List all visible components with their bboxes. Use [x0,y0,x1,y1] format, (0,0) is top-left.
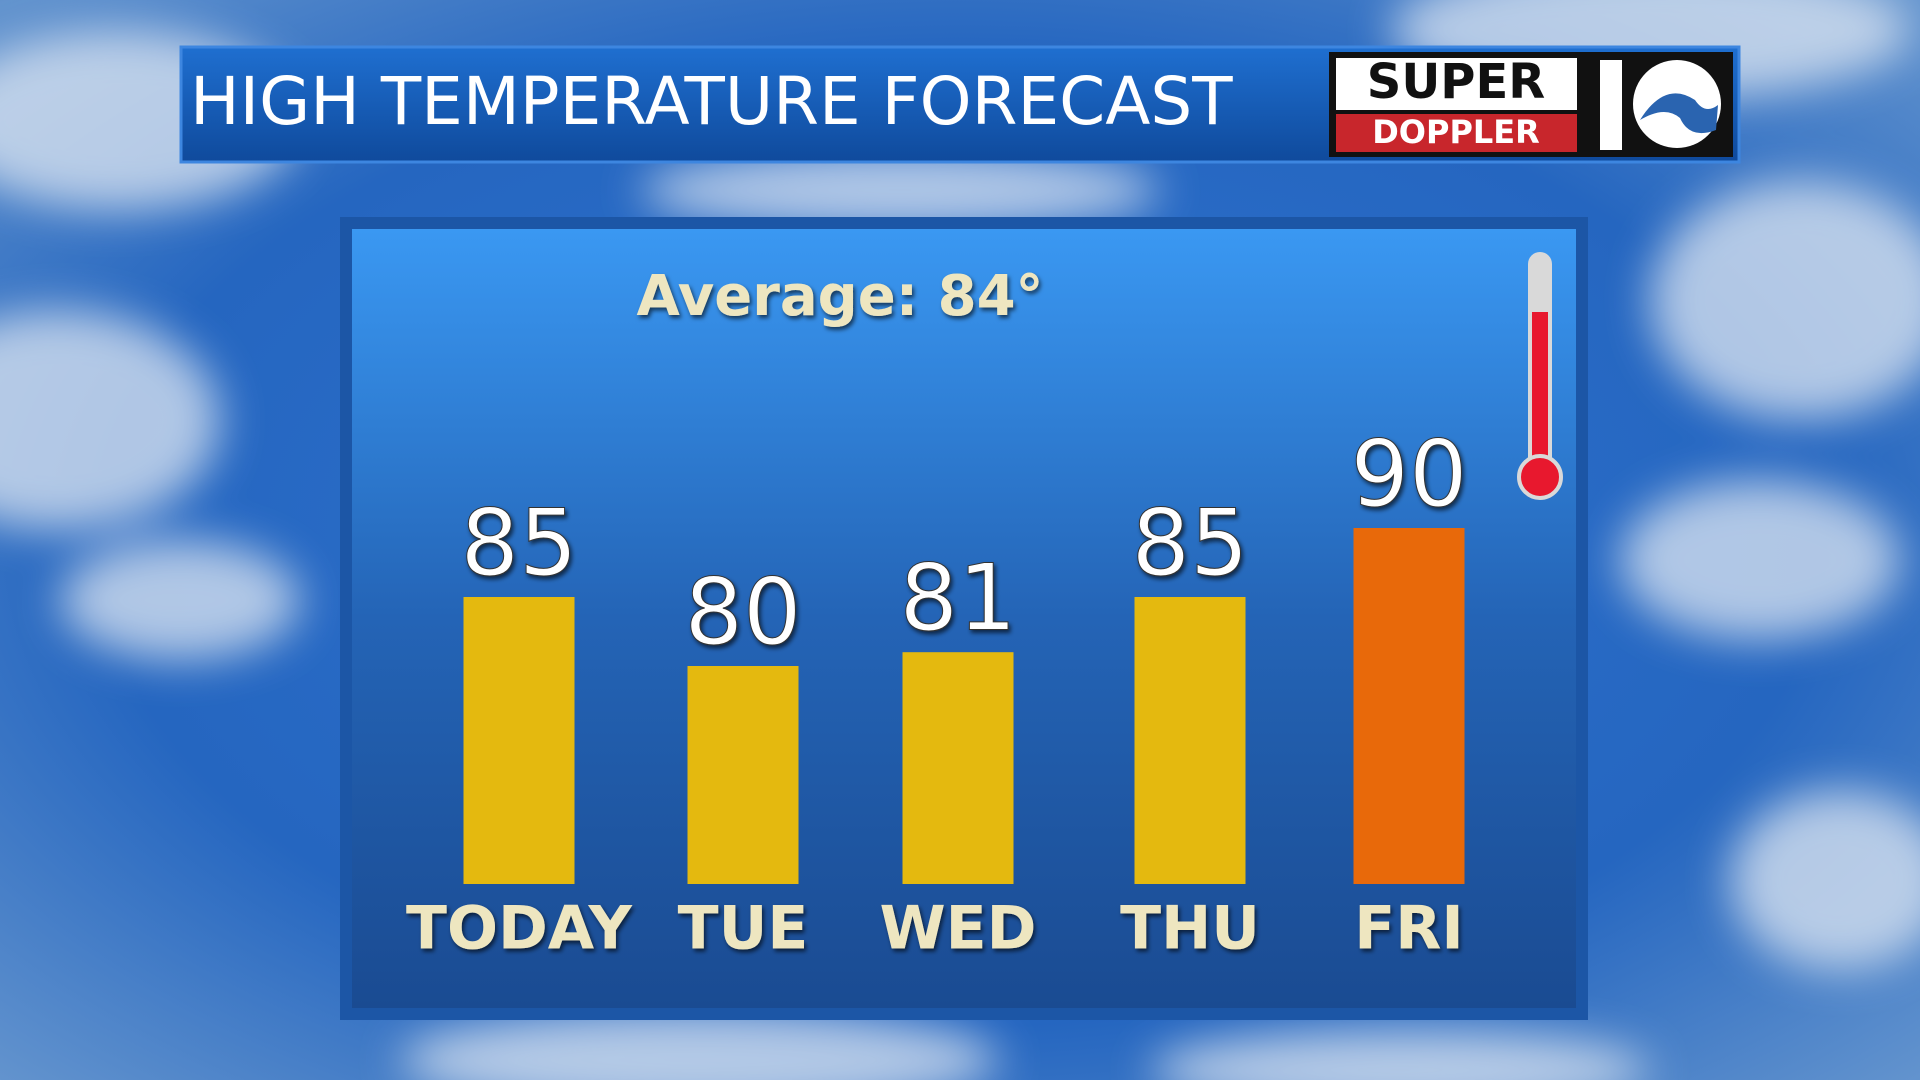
average-label: Average: 84° [636,264,1043,329]
logo-mark [1600,60,1721,150]
value-label: 85 [1131,489,1248,596]
bar [463,597,575,884]
day-label: THU [1120,894,1260,964]
logo-top: SUPER [1367,54,1545,110]
value-label: 81 [899,545,1016,652]
title: HIGH TEMPERATURE FORECAST [190,63,1233,140]
logo-bottom-box [1336,114,1577,152]
day-label: WED [880,894,1037,964]
value-label: 80 [684,558,801,665]
logo-top-box [1336,58,1577,110]
day-label: TUE [678,894,809,964]
logo-bottom: DOPPLER [1372,113,1540,151]
bar [687,666,799,884]
bar [902,652,1014,884]
bar [1353,528,1465,884]
day-label: FRI [1354,894,1464,964]
bar [1134,597,1246,884]
thermometer [1517,252,1563,500]
day-label: TODAY [406,894,633,964]
value-label: 85 [460,489,577,596]
value-label: 90 [1350,420,1467,527]
